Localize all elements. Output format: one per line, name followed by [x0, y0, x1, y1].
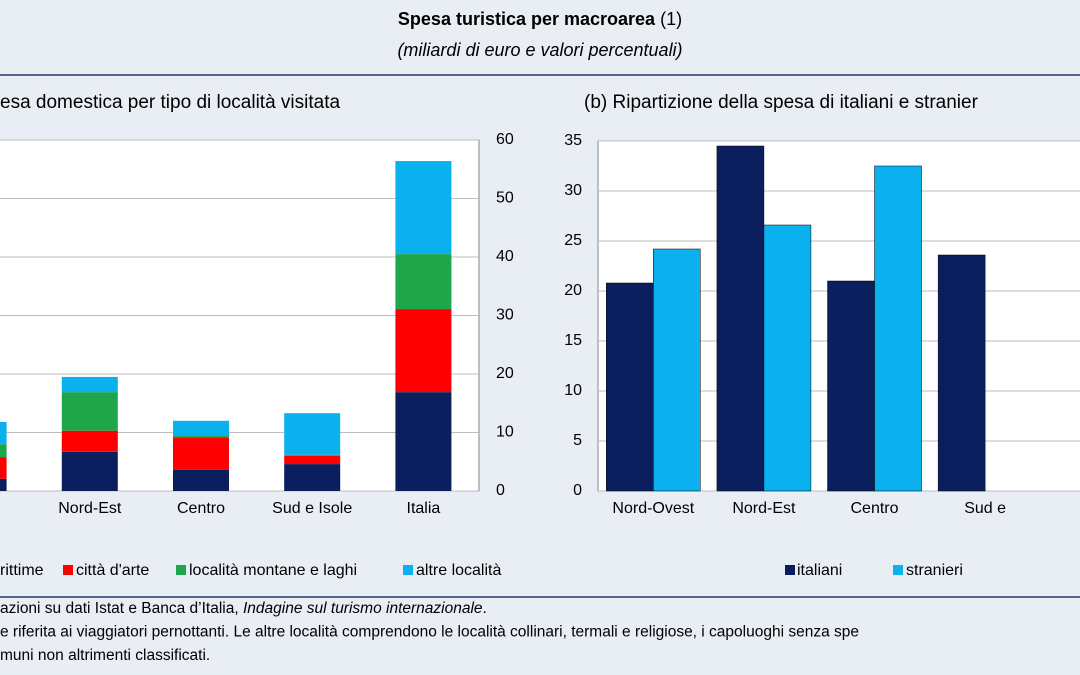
legend-label: stranieri [906, 562, 963, 579]
bar-segment [395, 254, 452, 310]
bar-segment [284, 413, 341, 455]
bar-segment [284, 454, 341, 456]
y-tick-label: 25 [564, 232, 582, 249]
title-main: Spesa turistica per macroarea [398, 9, 656, 29]
y-tick-label: 5 [573, 432, 582, 449]
bar-segment [284, 464, 341, 491]
x-tick-label: Italia [407, 500, 441, 517]
legend-swatch [785, 565, 795, 575]
bar-segment [173, 420, 229, 437]
chart-title: (b) Ripartizione della spesa di italiani… [584, 92, 979, 113]
bar [716, 145, 765, 492]
y-tick-label: 30 [496, 307, 514, 324]
title-note: (1) [660, 9, 682, 29]
y-tick-label: 0 [496, 482, 505, 499]
footnote-part: azioni su dati Istat e Banca d’Italia, [0, 600, 243, 617]
bar-segment [61, 430, 118, 452]
title: Spesa turistica per macroarea (1) [398, 9, 682, 29]
footnote: azioni su dati Istat e Banca d’Italia, I… [0, 600, 487, 617]
legend-label: altre località [416, 562, 501, 579]
bar-segment [61, 392, 118, 431]
y-tick-label: 10 [496, 424, 514, 441]
bar-segment [395, 392, 452, 491]
chart-title: esa domestica per tipo di località visit… [0, 92, 340, 113]
footnote-part: . [483, 600, 487, 617]
bar [653, 248, 701, 492]
y-tick-label: 15 [564, 332, 582, 349]
bar-segment [395, 309, 452, 393]
legend-swatch [403, 565, 413, 575]
bar-segment [173, 437, 229, 470]
footnote: e riferita ai viaggiatori pernottanti. L… [0, 624, 859, 641]
subtitle: (miliardi di euro e valori percentuali) [397, 40, 682, 60]
footnote: muni non altrimenti classificati. [0, 647, 210, 664]
bar [606, 282, 654, 492]
bar-segment [173, 436, 229, 438]
bar-segment [284, 455, 341, 465]
y-tick-label: 30 [564, 182, 582, 199]
legend-swatch [63, 565, 73, 575]
y-tick-label: 20 [564, 282, 582, 299]
legend-swatch [893, 565, 903, 575]
legend-label: città d'arte [76, 562, 149, 579]
y-tick-label: 0 [573, 482, 582, 499]
footnote-part: Indagine sul turismo internazionale [243, 600, 483, 617]
x-tick-label: Sud e Isole [272, 500, 352, 517]
bar [763, 224, 812, 492]
x-tick-label: Centro [177, 500, 225, 517]
y-tick-label: 50 [496, 190, 514, 207]
bar [874, 165, 922, 492]
bar-segment [395, 161, 452, 255]
y-tick-label: 35 [564, 132, 582, 149]
bar-segment [61, 451, 118, 491]
bar-segment [173, 469, 229, 491]
legend-label: rittime [0, 562, 44, 579]
x-tick-label: Centro [851, 500, 899, 517]
bar-segment [0, 478, 7, 491]
y-tick-label: 20 [496, 365, 514, 382]
bar-segment [61, 376, 118, 393]
bar [827, 280, 875, 492]
footnote-part: muni non altrimenti classificati. [0, 647, 210, 664]
bar [937, 254, 986, 492]
legend-label: italiani [797, 562, 842, 579]
y-tick-label: 60 [496, 131, 514, 148]
bar-segment [0, 421, 7, 445]
legend-label: località montane e laghi [189, 562, 357, 579]
y-tick-label: 40 [496, 248, 514, 265]
x-tick-label: Sud e [964, 500, 1006, 517]
bar-segment [0, 444, 7, 458]
bar-segment [0, 457, 7, 479]
legend-swatch [176, 565, 186, 575]
x-tick-label: Nord-Est [58, 500, 122, 517]
footnote-part: e riferita ai viaggiatori pernottanti. L… [0, 624, 859, 641]
x-tick-label: Nord-Ovest [612, 500, 694, 517]
x-tick-label: Nord-Est [732, 500, 796, 517]
y-tick-label: 10 [564, 382, 582, 399]
